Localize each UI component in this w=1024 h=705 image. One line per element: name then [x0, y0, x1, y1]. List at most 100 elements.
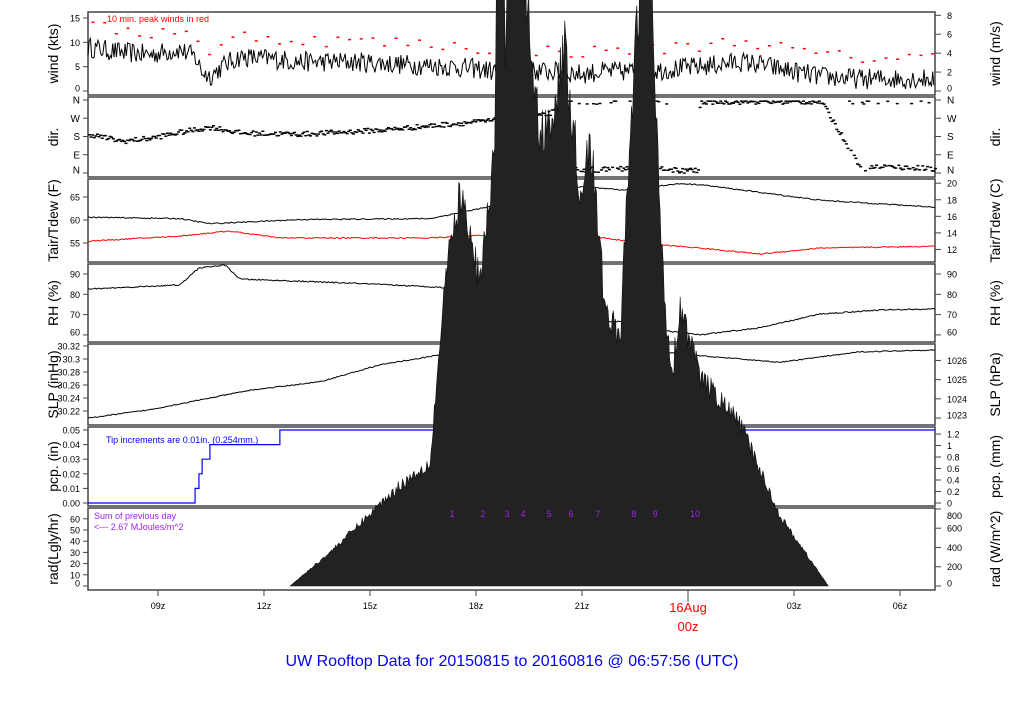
slp-y-label: SLP (inHg) [45, 350, 61, 418]
wind-direction-mark [223, 129, 227, 131]
rad-marker-label: 10 [690, 509, 700, 519]
wind-direction-mark [774, 101, 778, 103]
wind-direction-mark [410, 129, 414, 131]
peak-wind-mark [476, 52, 480, 54]
wind-direction-mark [821, 102, 825, 105]
peak-wind-mark [429, 46, 433, 48]
wind-direction-mark [417, 127, 421, 129]
y-tick-label: 0.02 [62, 469, 80, 479]
wind-direction-mark [336, 132, 340, 135]
wind-direction-mark [692, 171, 696, 173]
wind-direction-mark [148, 139, 152, 141]
wind-direction-mark [261, 130, 265, 133]
y-tick-label: 90 [70, 270, 80, 280]
wind-direction-mark [838, 133, 842, 136]
wind-direction-mark [902, 168, 906, 171]
wind-direction-mark [269, 133, 273, 135]
wind-direction-mark [600, 169, 604, 171]
wind-direction-mark [196, 129, 200, 131]
wind-direction-mark [617, 168, 621, 170]
wind-direction-mark [800, 102, 804, 105]
wind-direction-mark [924, 168, 928, 171]
peak-wind-mark [686, 42, 690, 45]
y-tick-label-right: 90 [947, 270, 957, 280]
wind-direction-mark [377, 130, 381, 133]
wind-direction-mark [463, 121, 467, 123]
wind-direction-mark [200, 130, 204, 132]
y-tick-label-right: 0.6 [947, 464, 960, 474]
wind-direction-mark [145, 139, 149, 142]
wind-direction-mark [409, 126, 413, 129]
wind-direction-mark [808, 101, 812, 103]
wind-direction-mark [727, 103, 731, 105]
wind-direction-mark [811, 100, 815, 102]
wind-direction-mark [739, 100, 743, 102]
wind-direction-mark [266, 134, 270, 136]
wind-direction-mark [340, 131, 344, 134]
wind-direction-mark [359, 130, 363, 133]
wind-direction-mark [358, 130, 362, 133]
tip-increment-note: Tip increments are 0.01in. (0.254mm.) [106, 435, 258, 445]
peak-wind-mark [313, 35, 317, 38]
wind-direction-mark [549, 114, 553, 117]
slp-y-label-right: SLP (hPa) [987, 352, 1003, 416]
y-tick-label: 0.05 [62, 426, 80, 436]
wind-direction-mark [836, 130, 840, 133]
wind-direction-mark [482, 119, 486, 122]
wind-direction-mark [124, 142, 128, 145]
wind-direction-mark [130, 138, 134, 141]
wind-direction-mark [175, 133, 179, 135]
peak-wind-mark [149, 36, 153, 39]
wind-direction-mark [426, 126, 430, 128]
wind-direction-mark [448, 125, 452, 128]
wind-direction-mark [741, 101, 745, 104]
y-tick-label-right: 6 [947, 30, 952, 40]
wind-direction-mark [326, 132, 330, 134]
y-tick-label: 80 [70, 290, 80, 300]
peak-wind-mark [662, 52, 666, 55]
y-tick-label-right: 8 [947, 11, 952, 21]
wind-direction-mark [297, 134, 301, 136]
wind-direction-mark [423, 126, 427, 129]
y-tick-label-right: 60 [947, 327, 957, 337]
wind-direction-mark [436, 125, 440, 127]
peak-wind-mark [861, 61, 865, 63]
wind-direction-mark [620, 170, 624, 172]
wind-direction-mark [921, 165, 925, 167]
wind-direction-mark [856, 163, 860, 165]
wind-direction-mark [418, 127, 422, 130]
wind-direction-mark [886, 100, 890, 103]
wind-direction-mark [927, 101, 931, 104]
wind-direction-mark [801, 100, 805, 102]
wind-direction-mark [884, 165, 888, 167]
wind-direction-mark [402, 126, 406, 129]
dir-y-label: dir. [45, 128, 61, 147]
wind-direction-mark [655, 100, 659, 102]
wind-direction-mark [232, 131, 236, 133]
daily-sum-note: Sum of previous day [94, 511, 177, 521]
peak-wind-mark [837, 50, 841, 52]
x-tick-label: 00z [678, 619, 699, 634]
wind-direction-mark [738, 103, 742, 105]
wind-direction-mark [386, 126, 390, 129]
wind-direction-mark [585, 103, 589, 105]
y-tick-label: 30.28 [57, 368, 80, 378]
peak-wind-mark [919, 54, 923, 57]
chart-title: UW Rooftop Data for 20150815 to 20160816… [286, 653, 739, 670]
wind-direction-mark [925, 165, 929, 168]
wind-direction-mark [827, 111, 831, 114]
wind-direction-mark [471, 120, 475, 123]
wind-direction-mark [289, 134, 293, 137]
wind-direction-mark [215, 127, 219, 130]
wind-direction-mark [480, 119, 484, 121]
rad-y-label: rad(Lgly/hr) [45, 513, 61, 585]
wind-direction-mark [789, 101, 793, 103]
wind-direction-mark [472, 119, 476, 121]
peak-wind-mark [464, 47, 468, 50]
wind-direction-mark [792, 100, 796, 102]
wind-direction-mark [930, 170, 934, 172]
wind-direction-mark [235, 129, 239, 132]
wind-direction-mark [355, 131, 359, 133]
rad-marker-label: 5 [547, 509, 552, 519]
peak-wind-mark [569, 56, 573, 58]
